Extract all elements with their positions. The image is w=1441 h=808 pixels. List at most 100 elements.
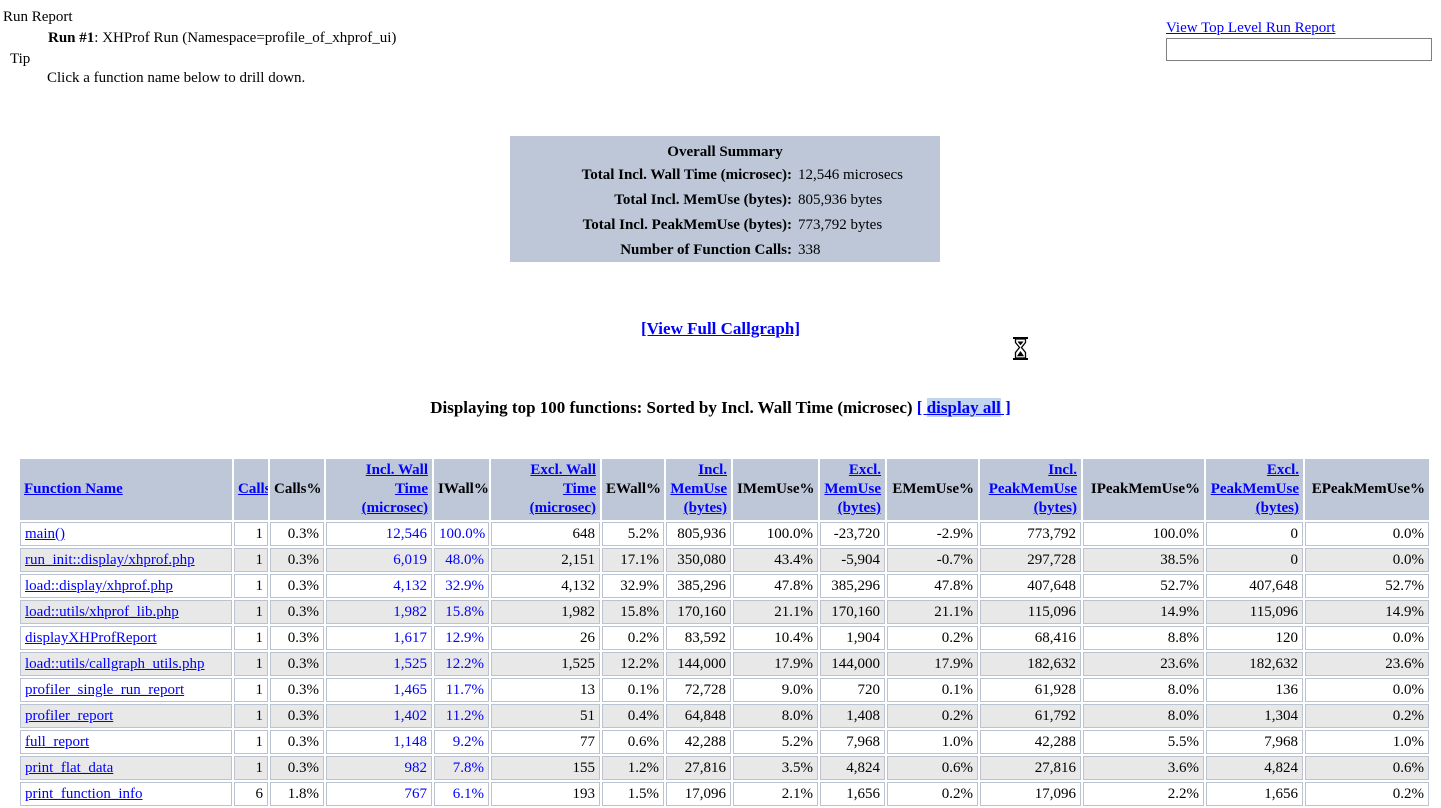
cell-excl_peakmemuse: 7,968 [1206,730,1303,754]
table-row: full_report 1 0.3% 1,148 9.2% 77 0.6% 42,288 5.2… [20,730,1429,754]
summary-row: Number of Function Calls: 338 [510,238,940,263]
sort-link-calls[interactable]: Calls [238,481,268,497]
cell-incl_peakmemuse: 115,096 [980,600,1081,624]
cell-excl_peakmemuse: 182,632 [1206,652,1303,676]
function-link[interactable]: run_init::display/xhprof.php [25,552,195,568]
sort-link-function_name[interactable]: Function Name [24,481,123,497]
cell-calls_pct: 0.3% [270,548,324,572]
cell-excl_memuse: 7,968 [820,730,885,754]
cell-excl_wall_time: 1,982 [491,600,600,624]
function-link[interactable]: print_flat_data [25,760,114,776]
cell-epeakmemuse_pct: 0.0% [1305,522,1429,546]
cell-epeakmemuse_pct: 0.0% [1305,626,1429,650]
cell-incl_memuse: 350,080 [666,548,731,572]
cell-calls_pct: 1.8% [270,782,324,806]
function-link[interactable]: load::display/xhprof.php [25,578,173,594]
cell-incl_peakmemuse: 182,632 [980,652,1081,676]
cell-ipeakmemuse_pct: 5.5% [1083,730,1204,754]
cell-excl_memuse: 1,904 [820,626,885,650]
table-row: displayXHProfReport 1 0.3% 1,617 12.9% 26 0.2%… [20,626,1429,650]
cell-incl_peakmemuse: 407,648 [980,574,1081,598]
sort-link-incl_peakmemuse[interactable]: Incl. PeakMemUse (bytes) [988,462,1077,516]
run-title: Run #1: XHProf Run (Namespace=profile_of… [48,30,396,47]
summary-value: 805,936 bytes [798,192,883,208]
cell-excl_memuse: 144,000 [820,652,885,676]
cell-incl_wall_time: 1,148 [326,730,432,754]
cell-iwall_pct: 12.2% [434,652,489,676]
column-header-incl_peakmemuse[interactable]: Incl. PeakMemUse (bytes) [980,459,1081,520]
cell-incl_memuse: 83,592 [666,626,731,650]
cell-epeakmemuse_pct: 1.0% [1305,730,1429,754]
cell-imemuse_pct: 47.8% [733,574,818,598]
sort-link-excl_memuse[interactable]: Excl. MemUse (bytes) [824,462,881,516]
cell-ipeakmemuse_pct: 8.8% [1083,626,1204,650]
cell-epeakmemuse_pct: 0.0% [1305,678,1429,702]
summary-row: Total Incl. MemUse (bytes): 805,936 byte… [510,188,940,213]
cell-ewall_pct: 32.9% [602,574,664,598]
cell-function-name: load::utils/callgraph_utils.php [20,652,232,676]
view-full-callgraph-link[interactable]: [View Full Callgraph] [641,319,800,338]
cell-iwall_pct: 6.1% [434,782,489,806]
cell-excl_wall_time: 77 [491,730,600,754]
cell-function-name: profiler_single_run_report [20,678,232,702]
summary-label: Number of Function Calls: [620,242,792,258]
column-header-excl_memuse[interactable]: Excl. MemUse (bytes) [820,459,885,520]
cell-ememuse_pct: 0.1% [887,678,978,702]
column-header-calls[interactable]: Calls [234,459,268,520]
cell-incl_memuse: 805,936 [666,522,731,546]
cell-incl_peakmemuse: 27,816 [980,756,1081,780]
function-link[interactable]: displayXHProfReport [25,630,157,646]
sort-link-excl_wall_time[interactable]: Excl. Wall Time (microsec) [529,462,596,516]
cell-epeakmemuse_pct: 0.2% [1305,782,1429,806]
cell-excl_peakmemuse: 1,304 [1206,704,1303,728]
cell-function-name: load::display/xhprof.php [20,574,232,598]
cell-calls: 1 [234,756,268,780]
sort-link-excl_peakmemuse[interactable]: Excl. PeakMemUse (bytes) [1210,462,1299,516]
cell-excl_wall_time: 648 [491,522,600,546]
cell-ememuse_pct: 0.2% [887,704,978,728]
function-link[interactable]: profiler_single_run_report [25,682,185,698]
table-row: load::utils/callgraph_utils.php 1 0.3% 1,52… [20,652,1429,676]
column-header-excl_wall_time[interactable]: Excl. Wall Time (microsec) [491,459,600,520]
column-header-function_name[interactable]: Function Name [20,459,232,520]
column-header-excl_peakmemuse[interactable]: Excl. PeakMemUse (bytes) [1206,459,1303,520]
run-search-input[interactable] [1166,38,1432,61]
run-report-label: Run Report [3,9,73,25]
cell-ewall_pct: 12.2% [602,652,664,676]
cell-incl_memuse: 385,296 [666,574,731,598]
cell-epeakmemuse_pct: 23.6% [1305,652,1429,676]
table-header-row: Function Name Calls Calls% Incl. Wall Time … [20,459,1429,520]
function-link[interactable]: print_function_info [25,786,143,802]
column-header-imemuse_pct: IMemUse% [733,459,818,520]
cell-excl_peakmemuse: 0 [1206,522,1303,546]
tip-text: Click a function name below to drill dow… [47,70,306,86]
function-link[interactable]: main() [25,526,65,542]
column-header-incl_memuse[interactable]: Incl. MemUse (bytes) [666,459,731,520]
cell-imemuse_pct: 100.0% [733,522,818,546]
callgraph-link-row: [View Full Callgraph] [0,319,1441,339]
table-row: main() 1 0.3% 12,546 100.0% 648 5.2% 805,936 100… [20,522,1429,546]
function-link[interactable]: full_report [25,734,90,750]
cell-imemuse_pct: 10.4% [733,626,818,650]
function-link[interactable]: load::utils/xhprof_lib.php [25,604,179,620]
cell-ipeakmemuse_pct: 100.0% [1083,522,1204,546]
view-top-level-run-report-link[interactable]: View Top Level Run Report [1166,20,1336,36]
cell-ememuse_pct: 21.1% [887,600,978,624]
function-link[interactable]: profiler_report [25,708,114,724]
cell-calls_pct: 0.3% [270,600,324,624]
cell-incl_wall_time: 1,982 [326,600,432,624]
sort-link-incl_memuse[interactable]: Incl. MemUse (bytes) [670,462,727,516]
cell-calls: 1 [234,626,268,650]
column-header-incl_wall_time[interactable]: Incl. Wall Time (microsec) [326,459,432,520]
summary-value: 773,792 bytes [798,217,883,233]
cell-ewall_pct: 0.6% [602,730,664,754]
sort-link-incl_wall_time[interactable]: Incl. Wall Time (microsec) [361,462,428,516]
display-all-link[interactable]: [ display all ] [917,398,1011,417]
cell-excl_wall_time: 13 [491,678,600,702]
cell-excl_memuse: 720 [820,678,885,702]
cell-calls_pct: 0.3% [270,730,324,754]
function-link[interactable]: load::utils/callgraph_utils.php [25,656,205,672]
cell-calls: 1 [234,522,268,546]
cell-function-name: profiler_report [20,704,232,728]
cell-calls_pct: 0.3% [270,652,324,676]
